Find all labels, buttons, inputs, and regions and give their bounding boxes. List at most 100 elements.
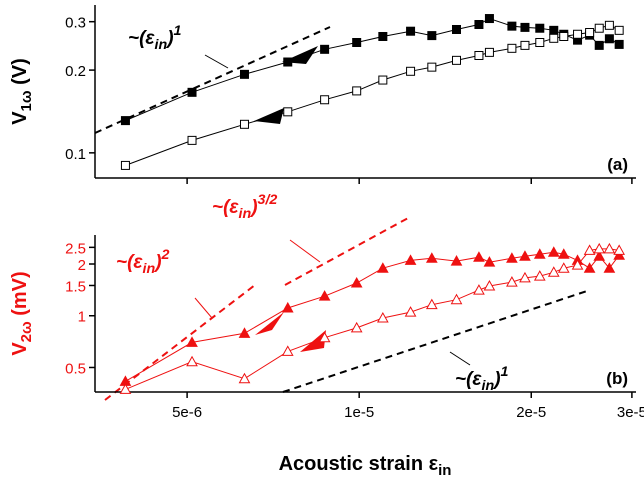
text-part: V [9,342,31,356]
y-axis-label: V1ω (V) [9,58,35,125]
marker [535,38,545,48]
text-part: ) [153,252,161,273]
marker [549,33,559,43]
marker [613,244,626,255]
marker [474,51,484,61]
marker [450,255,463,266]
marker [283,107,293,117]
marker [425,298,438,310]
guide-line [104,284,256,401]
marker [557,248,570,259]
y-tick-label: 0.2 [65,63,86,80]
marker [507,21,517,31]
marker [604,34,614,44]
marker [583,244,596,255]
text-part: V [9,111,31,125]
text-part: 3/2 [258,192,278,208]
marker [474,20,484,30]
marker [404,254,417,265]
marker [320,95,330,105]
marker [427,62,437,72]
text-part: 1ω [18,90,35,111]
marker [484,47,494,57]
y-tick-label: 0.3 [65,15,86,32]
x-tick-label: 1e-5 [344,404,374,421]
marker [507,43,517,53]
marker [533,270,546,281]
text-part: ) [492,369,500,390]
text-part: (V) [9,58,31,90]
text-part: 1 [174,23,182,39]
text-part: ~(ε [212,197,239,218]
text-part: in [155,37,168,53]
marker [120,116,130,126]
marker [451,55,461,65]
x-tick-label: 3e-5 [617,404,644,421]
marker [318,331,331,343]
text-part: 2 [161,247,170,263]
marker [239,119,249,129]
marker [120,160,130,170]
marker [406,26,416,36]
text-part: ~(ε [116,252,143,273]
marker [281,345,294,356]
text-part: ~(ε [128,28,155,49]
text-part: ) [165,28,173,49]
marker [238,327,251,338]
text-part: Acoustic strain ε [279,453,439,475]
marker [239,69,249,79]
marker [425,252,438,263]
panel-label: (a) [607,155,628,174]
marker [378,75,388,85]
marker [593,242,606,254]
marker [585,28,595,38]
series-line [125,248,620,390]
marker [450,293,463,305]
series-line [125,17,620,122]
text-part: ) [249,197,257,218]
marker [378,31,388,41]
text-part: in [143,261,156,277]
marker [557,262,570,273]
marker [376,262,389,273]
marker [603,242,616,254]
marker [506,276,518,287]
y-tick-label: 1.5 [65,278,86,295]
marker [533,248,546,259]
marker [186,355,198,367]
marker [519,271,531,283]
pointer [289,239,321,263]
annotation: ~(εin)3/2 [212,192,277,222]
annotation: ~(εin)1 [128,23,182,53]
series-line [125,251,620,382]
x-axis-label: Acoustic strain εin [279,453,452,479]
marker [547,266,560,277]
pointer [449,351,471,366]
marker [549,25,559,35]
text-part: (mV) [9,271,31,321]
marker [573,29,583,39]
guide-line [284,216,411,286]
marker [559,31,569,41]
direction-arrow [300,330,326,352]
marker [186,336,198,347]
marker [427,31,437,41]
marker [520,22,530,32]
marker [484,14,494,24]
marker [614,39,624,49]
marker [535,23,545,33]
marker [283,57,293,67]
direction-arrow [255,312,284,335]
marker [571,259,584,270]
marker [376,311,389,323]
marker [547,246,560,257]
marker [320,44,330,54]
marker [603,262,616,273]
panel-label: (b) [606,369,628,388]
marker [594,40,604,50]
text-part: in [438,462,451,479]
text-part: in [239,206,252,222]
marker [604,20,614,30]
text-part: ~(ε [455,369,482,390]
text-part: 2ω [18,321,35,342]
